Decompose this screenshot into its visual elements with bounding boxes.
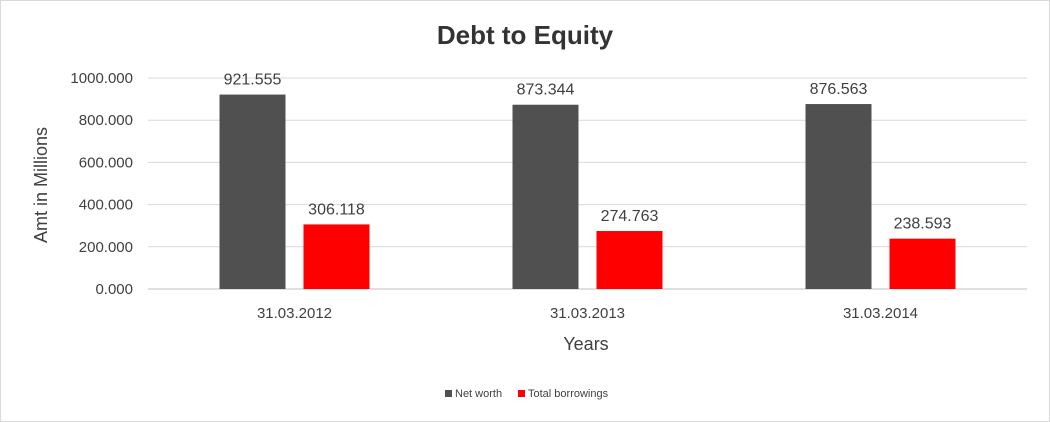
y-tick-label: 0.000: [95, 281, 133, 298]
x-axis-title: Years: [563, 334, 608, 354]
bar-total-borrowings: [889, 238, 956, 289]
data-label: 306.118: [308, 201, 365, 218]
bar-net-worth: [219, 94, 286, 289]
legend-label: Total borrowings: [528, 388, 609, 400]
y-tick-label: 1000.000: [70, 70, 133, 87]
y-tick-label: 200.000: [79, 239, 133, 256]
y-tick-label: 400.000: [79, 197, 133, 214]
y-tick-label: 800.000: [79, 112, 133, 129]
legend-swatch: [518, 390, 525, 397]
y-tick-label: 600.000: [79, 154, 133, 171]
legend: Net worth Total borrowings: [445, 388, 609, 400]
bar-total-borrowings: [596, 231, 663, 289]
bar-net-worth: [512, 104, 579, 289]
x-tick-label: 31.03.2014: [843, 305, 918, 322]
x-tick-label: 31.03.2013: [550, 305, 625, 322]
bars: [219, 94, 956, 290]
y-axis-title: Amt in Millions: [31, 127, 51, 243]
x-axis-ticks: 31.03.2012 31.03.2013 31.03.2014: [257, 305, 918, 322]
bar-net-worth: [805, 104, 872, 290]
x-tick-label: 31.03.2012: [257, 305, 332, 322]
data-label: 876.563: [810, 81, 868, 98]
data-label: 274.763: [601, 208, 659, 225]
bar-total-borrowings: [303, 224, 370, 289]
gridlines: [148, 77, 1027, 290]
y-axis-ticks: 0.000 200.000 400.000 600.000 800.000 1000.00…: [70, 70, 133, 298]
chart-title: Debt to Equity: [436, 20, 614, 50]
legend-label: Net worth: [455, 388, 502, 400]
data-label: 921.555: [224, 72, 282, 89]
data-label: 873.344: [517, 82, 575, 99]
data-label: 238.593: [894, 216, 952, 233]
legend-swatch: [445, 390, 452, 397]
data-labels: 921.555 306.118 873.344 274.763 876.563 238.5…: [224, 72, 952, 233]
